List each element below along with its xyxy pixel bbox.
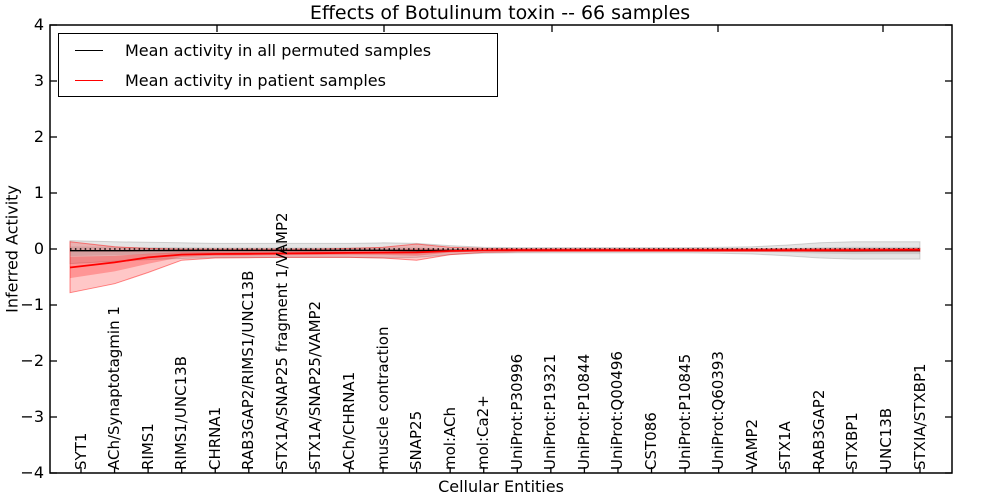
- x-tick-label: ACh/CHRNA1: [339, 371, 358, 470]
- x-tick-label: STX1A: [776, 421, 795, 470]
- y-tick-label: 3: [33, 71, 44, 90]
- y-tick-label: −4: [20, 463, 44, 482]
- x-tick-label: VAMP2: [742, 418, 761, 470]
- chart-title: Effects of Botulinum toxin -- 66 samples: [309, 2, 691, 24]
- x-tick-label: RIMS1: [138, 423, 157, 470]
- legend: Mean activity in all permuted samples Me…: [58, 33, 498, 97]
- x-tick-label: STXIA/STXBP1: [910, 363, 929, 470]
- legend-item-patient: Mean activity in patient samples: [59, 67, 497, 94]
- x-tick-label: UNC13B: [876, 407, 895, 470]
- x-tick-label: UniProt:Q60393: [709, 351, 728, 470]
- y-tick-label: −1: [20, 295, 44, 314]
- x-axis-label: Cellular Entities: [438, 477, 564, 496]
- x-tick-label: mol:ACh: [440, 407, 459, 470]
- x-tick-label: UniProt:P19321: [541, 353, 560, 470]
- legend-item-permuted: Mean activity in all permuted samples: [59, 37, 497, 64]
- x-tick-label: mol:Ca2+: [474, 395, 493, 470]
- x-tick-label: SYT1: [71, 432, 90, 470]
- x-tick-label: UniProt:P10844: [574, 353, 593, 470]
- x-tick-label: RIMS1/UNC13B: [172, 356, 191, 470]
- x-tick-label: RAB3GAP2: [809, 389, 828, 470]
- x-tick-label: STXBP1: [843, 412, 862, 470]
- y-tick-label: 1: [33, 183, 44, 202]
- legend-label-permuted-samples: Mean activity in all permuted samples: [125, 41, 432, 60]
- x-tick-label: muscle contraction: [373, 326, 392, 471]
- x-tick-label: UniProt:P10845: [675, 353, 694, 470]
- x-tick-label: ACh/Synaptotagmin 1: [105, 306, 124, 470]
- x-tick-label: UniProt:P30996: [507, 353, 526, 470]
- x-tick-label: RAB3GAP2/RIMS1/UNC13B: [239, 270, 258, 470]
- y-tick-label: 0: [33, 239, 44, 258]
- x-tick-label: SNAP25: [407, 410, 426, 470]
- x-tick-label: CHRNA1: [205, 406, 224, 470]
- legend-line-patient-samples: [75, 80, 103, 81]
- y-tick-label: 2: [33, 127, 44, 146]
- legend-label-patient-samples: Mean activity in patient samples: [125, 71, 386, 90]
- y-tick-label: −3: [20, 407, 44, 426]
- x-tick-label: CST086: [642, 412, 661, 470]
- legend-line-permuted-samples: [75, 50, 103, 51]
- y-tick-label: −2: [20, 351, 44, 370]
- y-tick-label: 4: [33, 15, 44, 34]
- x-tick-label: STX1A/SNAP25/VAMP2: [306, 300, 325, 470]
- x-tick-label: UniProt:Q00496: [608, 351, 627, 470]
- x-tick-label: STX1A/SNAP25 fragment 1/VAMP2: [272, 212, 291, 470]
